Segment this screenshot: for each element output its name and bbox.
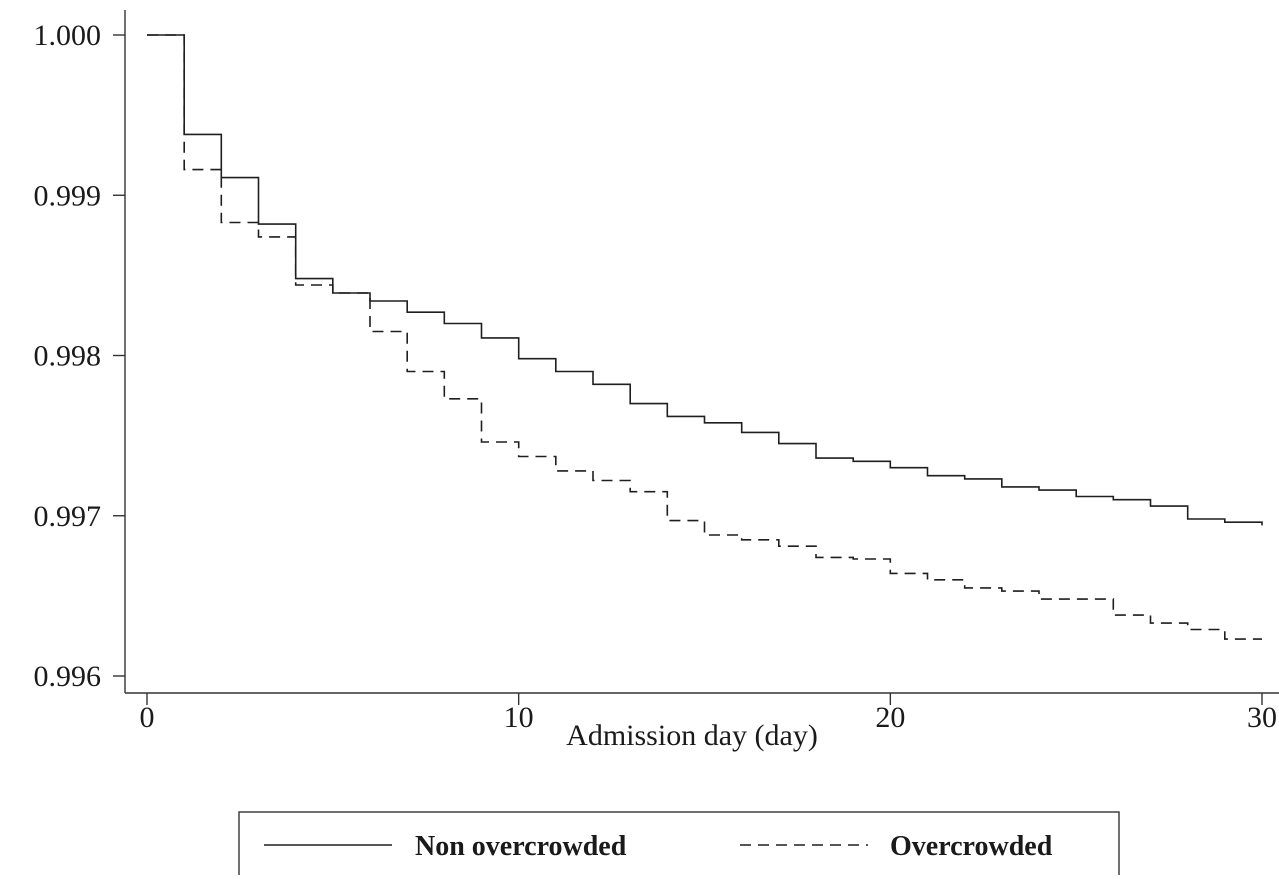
legend-box (238, 811, 1120, 877)
series-line-overcrowded (147, 34, 1262, 640)
plot-frame (124, 10, 1279, 694)
y-tick-label: 0.998 (34, 340, 102, 373)
x-tick-label: 10 (504, 701, 534, 734)
y-axis: 1.000 0.999 0.998 0.997 0.996 (34, 19, 125, 693)
legend-label: Non overcrowded (415, 831, 627, 862)
series-line-non-overcrowded (147, 34, 1263, 526)
legend-label: Overcrowded (890, 831, 1053, 862)
x-tick-label: 20 (875, 701, 905, 734)
x-tick-label: 0 (140, 701, 155, 734)
y-tick-label: 0.996 (34, 660, 102, 693)
legend: Non overcrowded Overcrowded (238, 811, 1120, 877)
x-axis-title: Admission day (day) (566, 719, 818, 752)
y-tick-label: 1.000 (34, 19, 102, 52)
y-tick-label: 0.997 (34, 500, 102, 533)
x-tick-label: 30 (1247, 701, 1277, 734)
x-axis: 0 10 20 30 (140, 693, 1277, 734)
series-layer (147, 34, 1263, 640)
y-tick-label: 0.999 (34, 179, 102, 212)
